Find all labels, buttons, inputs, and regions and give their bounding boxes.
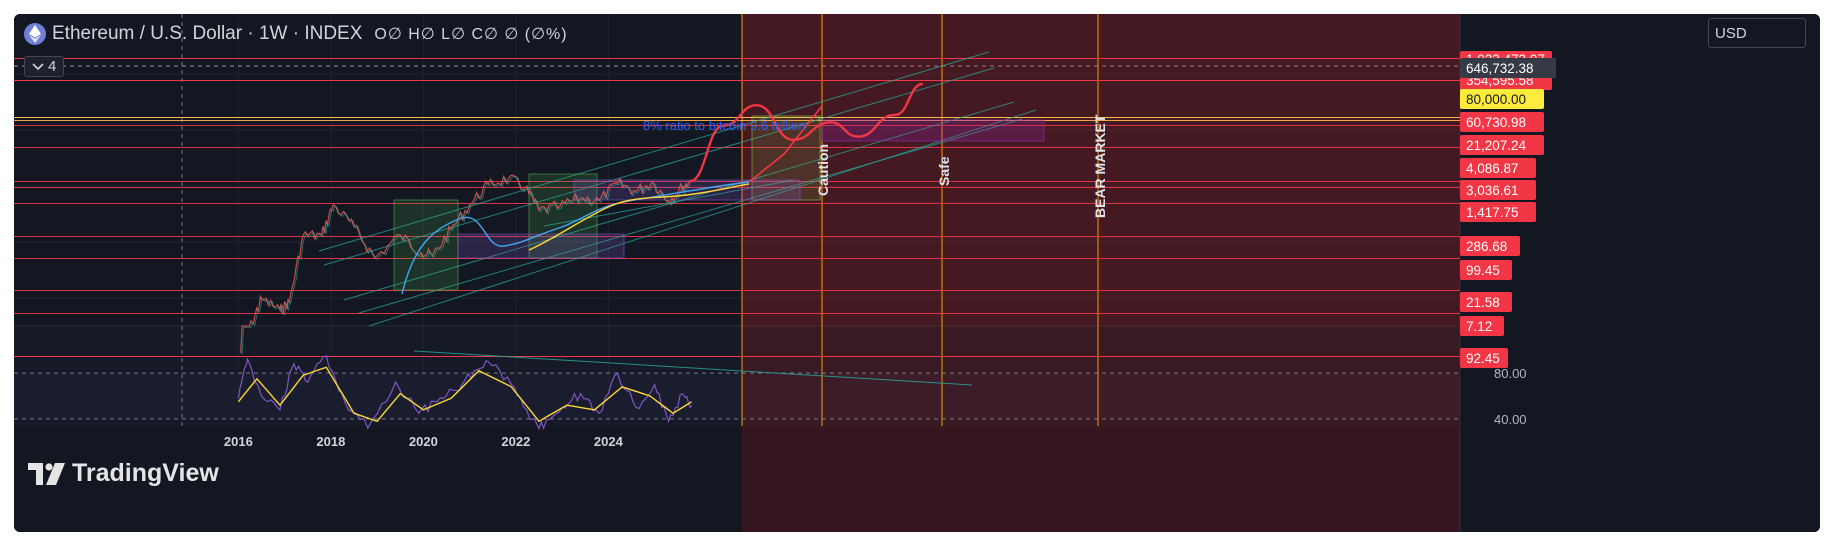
price-level-label-text: 60,730.98 — [1466, 115, 1526, 130]
logo-text: TradingView — [72, 459, 219, 487]
moving-average-slow — [528, 183, 750, 251]
rsi-tick-label: 40.00 — [1494, 412, 1527, 427]
price-level-label: 4,086.87 — [1460, 158, 1536, 178]
price-level-label-text: 7.12 — [1466, 319, 1492, 334]
trend-channel-line — [318, 51, 990, 252]
price-level-label: 80,000.00 — [1460, 89, 1544, 109]
chevron-down-icon — [32, 62, 44, 70]
x-tick-label: 2024 — [594, 434, 624, 449]
currency-selector[interactable]: USD — [1708, 18, 1806, 48]
price-level-label-text: 99.45 — [1466, 263, 1500, 278]
price-level-label-text: 21,207.24 — [1466, 138, 1527, 153]
moving-average-fast — [401, 181, 750, 295]
chart-canvas[interactable]: 8% ratio to bitcoin 9.6 trillion Caution S… — [14, 14, 1820, 532]
price-level-label-bg — [1460, 260, 1512, 280]
price-level-label: 21,207.24 — [1460, 135, 1544, 155]
range-box — [751, 115, 821, 201]
ohlc-values: O∅ H∅ L∅ C∅ ∅ (∅%) — [374, 26, 568, 43]
trend-channel-line — [358, 118, 1023, 314]
price-series — [240, 174, 690, 354]
projection-path — [688, 82, 924, 183]
price-level-label-bg — [1460, 135, 1544, 155]
tradingview-logo: TradingView — [28, 459, 219, 488]
price-level-label: 60,730.98 — [1460, 112, 1544, 132]
price-level-label: 286.68 — [1460, 236, 1520, 256]
range-box — [457, 233, 625, 259]
ethereum-icon — [24, 23, 46, 45]
price-level-label-bg — [1460, 112, 1544, 132]
price-level-label-bg — [1460, 180, 1536, 200]
price-level-label-text: 1,417.75 — [1466, 205, 1519, 220]
future-zone — [742, 14, 1460, 532]
x-tick-label: 2020 — [409, 434, 438, 449]
price-level-label-text: 80,000.00 — [1466, 92, 1526, 107]
range-box — [393, 199, 459, 291]
price-level-label: 99.45 — [1460, 260, 1512, 280]
price-level-label-bg — [1460, 292, 1512, 312]
rsi-level-label-bg — [1460, 348, 1508, 368]
price-level-label: 1,417.75 — [1460, 202, 1536, 222]
price-level-label: 3,036.61 — [1460, 180, 1536, 200]
rsi-divergence-line — [413, 350, 973, 386]
annotation-bear-market: BEAR MARKET — [1092, 114, 1108, 218]
tradingview-logo-icon — [28, 462, 65, 485]
rsi-moving-average — [237, 366, 692, 423]
price-level-label-text: 3,036.61 — [1466, 183, 1519, 198]
price-level-label: 21.58 — [1460, 292, 1512, 312]
x-tick-label: 2022 — [501, 434, 530, 449]
rsi-level-label: 92.45 — [1460, 348, 1508, 368]
crosshair-price-label-text: 646,732.38 — [1466, 61, 1534, 76]
future-zone-upper — [742, 14, 1460, 326]
projection-branch — [748, 105, 823, 183]
rsi-line — [237, 354, 693, 431]
price-level-label-bg — [1460, 316, 1504, 336]
price-level-label-bg — [1460, 158, 1536, 178]
trend-channel-line — [368, 109, 1037, 327]
crosshair-price-label-bg — [1460, 58, 1556, 78]
price-level-label-bg — [1460, 202, 1536, 222]
range-box — [821, 119, 1045, 142]
price-series-shadow — [241, 176, 692, 355]
symbol-title[interactable]: Ethereum / U.S. Dollar · 1W · INDEX — [52, 23, 363, 44]
chart-header: Ethereum / U.S. Dollar · 1W · INDEX O∅ H… — [24, 23, 568, 45]
rsi-level-label-text: 92.45 — [1466, 351, 1500, 366]
price-level-label-bg — [1460, 89, 1544, 109]
price-level-label-bg — [1460, 236, 1520, 256]
x-tick-label: 2016 — [224, 434, 253, 449]
price-level-label-text: 286.68 — [1466, 239, 1507, 254]
rsi-pane — [14, 326, 1460, 426]
price-level-label: 7.12 — [1460, 316, 1504, 336]
indicator-count: 4 — [48, 58, 57, 75]
annotation-caution: Caution — [815, 144, 831, 196]
x-tick-label: 2018 — [316, 434, 345, 449]
indicators-toggle[interactable]: 4 — [24, 56, 65, 77]
price-level-label-text: 21.58 — [1466, 295, 1500, 310]
annotation-bitcoin-ratio: 8% ratio to bitcoin 9.6 trillion — [643, 118, 806, 133]
price-level-label-text: 4,086.87 — [1466, 161, 1519, 176]
rsi-tick-label: 80.00 — [1494, 366, 1527, 381]
annotation-safe: Safe — [936, 156, 952, 186]
crosshair-price-label: 646,732.38 — [1460, 58, 1556, 78]
chart-frame: 8% ratio to bitcoin 9.6 trillion Caution S… — [14, 14, 1820, 532]
